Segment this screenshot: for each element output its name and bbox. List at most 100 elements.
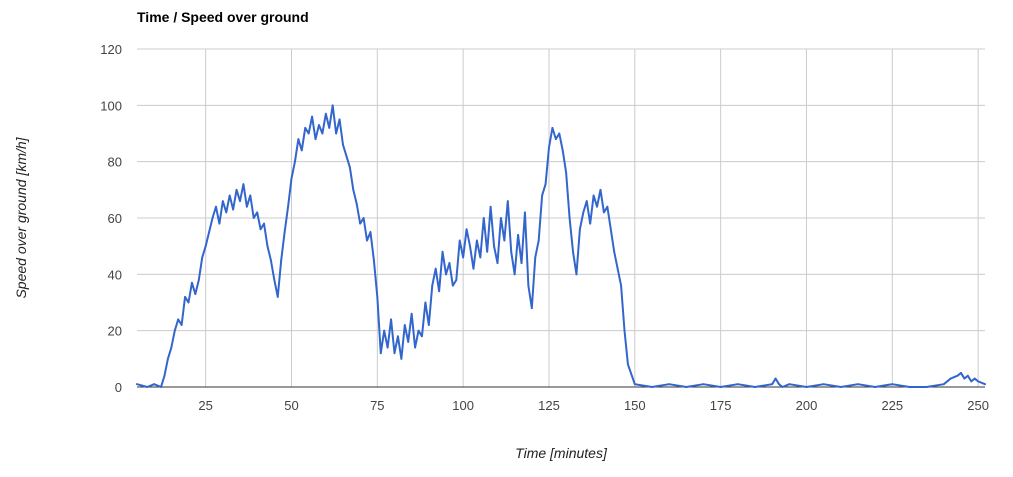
data-point: [266, 245, 269, 248]
data-point: [345, 155, 348, 157]
y-axis-title: Speed over ground [km/h]: [13, 136, 29, 298]
data-point: [379, 352, 382, 355]
data-point: [596, 205, 598, 208]
data-point: [397, 335, 399, 338]
data-point: [685, 386, 688, 388]
data-point: [445, 273, 447, 276]
data-point: [434, 267, 437, 270]
data-point: [839, 386, 842, 388]
data-point: [510, 250, 513, 253]
data-point: [263, 222, 265, 225]
data-point: [977, 380, 980, 383]
data-point: [561, 149, 564, 152]
data-point: [565, 172, 568, 174]
data-point: [558, 132, 561, 135]
y-tick-label: 40: [108, 267, 122, 282]
data-point: [616, 267, 619, 270]
data-point: [417, 329, 420, 332]
data-point: [874, 386, 877, 388]
data-point: [328, 126, 331, 129]
data-point: [431, 284, 434, 287]
data-point: [554, 138, 557, 141]
data-point: [283, 231, 286, 233]
data-point: [352, 188, 355, 191]
x-tick-label: 75: [370, 398, 384, 413]
data-point: [506, 200, 509, 203]
data-point: [204, 245, 207, 248]
data-point: [451, 284, 454, 287]
data-point: [400, 357, 403, 360]
data-point: [307, 132, 310, 135]
data-point: [359, 222, 362, 225]
x-tick-label: 175: [710, 398, 732, 413]
data-point: [259, 228, 262, 231]
data-point: [187, 301, 190, 304]
data-point: [534, 256, 537, 259]
data-point: [472, 267, 475, 270]
data-point: [582, 211, 585, 214]
data-point: [520, 262, 523, 264]
data-point: [235, 188, 238, 191]
data-point: [177, 318, 180, 321]
series-layer: [136, 104, 986, 388]
data-point: [754, 386, 756, 388]
data-point: [163, 374, 166, 377]
data-point: [304, 126, 307, 129]
data-point: [627, 363, 629, 366]
y-tick-label: 120: [100, 42, 122, 57]
data-point: [489, 205, 492, 208]
data-point: [503, 239, 506, 242]
data-point: [496, 262, 499, 264]
data-point: [153, 383, 156, 386]
data-point: [500, 217, 502, 219]
y-tick-label: 20: [108, 324, 122, 339]
data-point: [973, 377, 976, 380]
data-point: [572, 250, 574, 253]
data-point: [390, 318, 392, 321]
data-point: [245, 205, 248, 208]
speed-series-line: [136, 104, 986, 388]
data-point: [136, 383, 138, 386]
data-point: [318, 124, 320, 126]
x-tick-label: 150: [624, 398, 646, 413]
data-point: [228, 194, 231, 197]
data-point: [603, 211, 605, 214]
data-point: [441, 250, 444, 253]
data-point: [221, 200, 224, 203]
data-point: [891, 383, 894, 386]
data-point: [592, 194, 595, 197]
data-point: [966, 374, 969, 377]
data-point: [544, 183, 547, 186]
data-point: [180, 324, 183, 326]
data-point: [424, 301, 427, 304]
data-point: [403, 324, 406, 326]
data-point: [335, 132, 338, 135]
data-point: [372, 259, 375, 262]
data-point: [146, 386, 149, 388]
data-point: [276, 295, 279, 298]
data-point: [331, 104, 334, 107]
data-point: [771, 383, 774, 386]
data-point: [249, 194, 252, 197]
data-point: [589, 222, 592, 225]
data-point: [215, 205, 217, 208]
data-point: [314, 138, 317, 141]
data-point: [225, 211, 228, 214]
data-point: [287, 205, 289, 208]
data-point: [256, 211, 259, 214]
data-point: [736, 383, 739, 386]
data-point: [191, 281, 193, 284]
data-point: [486, 250, 489, 253]
data-point: [252, 217, 255, 219]
x-tick-label: 250: [967, 398, 989, 413]
data-point: [348, 166, 351, 169]
data-point: [194, 293, 197, 295]
data-point: [366, 239, 368, 242]
data-point: [469, 245, 471, 248]
data-point: [702, 383, 705, 386]
data-point: [541, 194, 544, 197]
data-point: [407, 341, 410, 343]
data-point: [462, 256, 465, 259]
data-point: [438, 290, 441, 293]
